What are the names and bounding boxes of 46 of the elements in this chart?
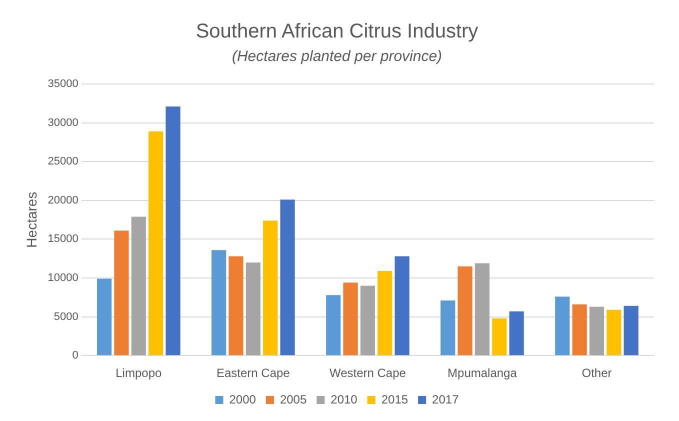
bar <box>394 256 410 356</box>
chart-subtitle: (Hectares planted per province) <box>232 48 442 66</box>
chart-title: Southern African Citrus Industry <box>196 20 478 43</box>
legend-label: 2010 <box>330 392 358 406</box>
bar <box>246 262 260 356</box>
bar <box>148 131 164 356</box>
y-tick-label: 15000 <box>48 233 78 246</box>
legend-label: 2017 <box>432 392 460 406</box>
x-tick-label: Western Cape <box>329 366 406 380</box>
x-tick-label: Limpopo <box>116 366 162 380</box>
bar <box>458 266 472 356</box>
x-tick-label: Mpumalanga <box>448 366 518 380</box>
bar <box>228 256 244 356</box>
y-tick-label: 25000 <box>48 156 78 168</box>
y-tick-label: 0 <box>72 350 78 362</box>
bar <box>589 306 604 356</box>
bar <box>378 271 392 356</box>
y-axis-title: Hectares <box>23 192 40 248</box>
bar <box>166 106 180 356</box>
bar <box>509 311 524 356</box>
bar <box>326 295 341 356</box>
bar <box>212 250 226 356</box>
bar <box>360 286 375 356</box>
bar <box>624 306 638 356</box>
bar <box>280 200 295 356</box>
legend-label: 2005 <box>280 392 307 406</box>
bar <box>131 216 146 356</box>
y-tick-label: 10000 <box>48 272 78 284</box>
y-tick-label: 5000 <box>54 310 78 323</box>
bar <box>492 318 507 356</box>
bar <box>474 263 490 356</box>
y-tick-label: 35000 <box>48 78 78 90</box>
x-tick-label: Other <box>582 366 612 380</box>
bar <box>96 278 112 356</box>
bar <box>114 230 129 356</box>
bar <box>606 310 622 356</box>
bar <box>263 220 278 356</box>
x-tick-label: Eastern Cape <box>216 366 290 380</box>
y-tick-label: 20000 <box>48 194 78 206</box>
y-tick-label: 30000 <box>48 116 78 129</box>
legend-label: 2000 <box>229 392 256 406</box>
bar <box>555 296 570 356</box>
bar <box>343 282 358 356</box>
bar <box>572 304 587 356</box>
legend-label: 2015 <box>381 392 408 406</box>
bar <box>440 300 456 356</box>
